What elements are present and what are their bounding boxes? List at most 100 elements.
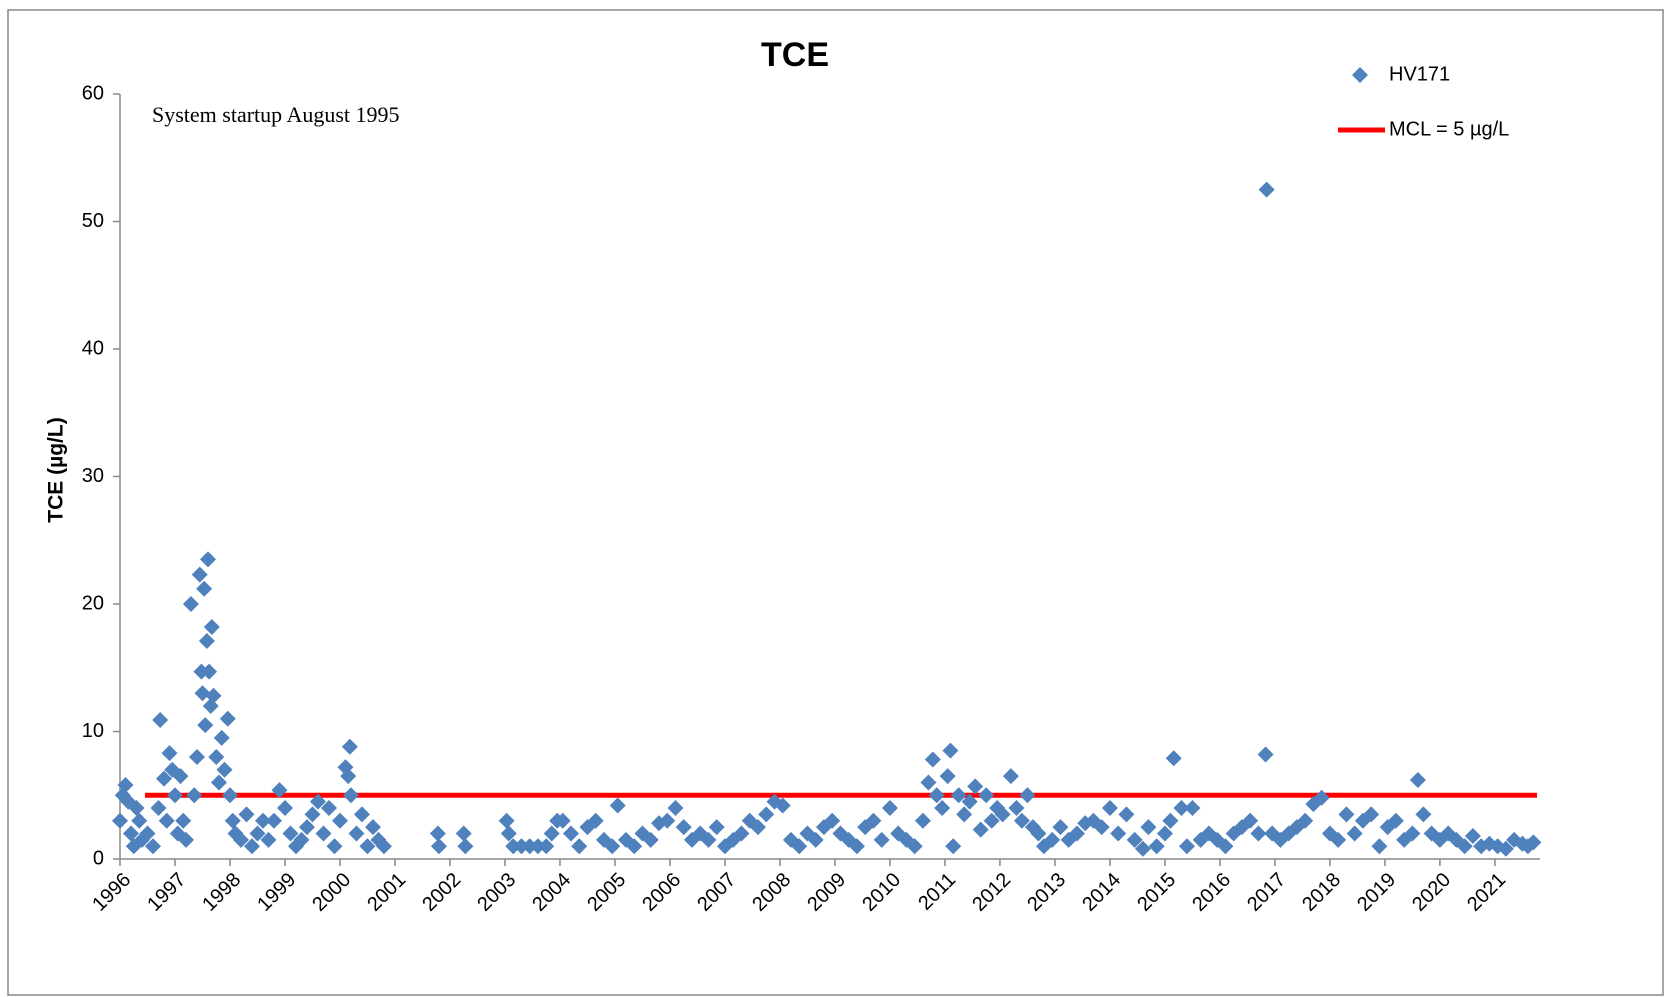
point	[348, 825, 365, 842]
point	[194, 685, 211, 702]
point	[128, 800, 145, 816]
point	[1148, 838, 1165, 855]
point	[139, 825, 156, 842]
chart-title: TCE	[761, 36, 829, 74]
point	[1118, 806, 1135, 823]
legend-label: HV171	[1389, 63, 1450, 85]
point	[249, 825, 266, 842]
point	[587, 812, 604, 829]
point	[881, 800, 898, 816]
legend-marker	[1352, 67, 1368, 83]
y-tick-label: 60	[82, 82, 104, 104]
point	[1068, 825, 1085, 842]
point	[956, 806, 973, 823]
point	[906, 838, 923, 855]
point	[1464, 828, 1481, 845]
y-tick-label: 0	[93, 847, 104, 869]
point	[166, 787, 183, 804]
point	[945, 838, 962, 855]
point	[733, 825, 750, 842]
point	[213, 729, 230, 746]
y-axis-label: TCE (µg/L)	[45, 417, 68, 522]
point	[983, 812, 1000, 829]
point	[848, 838, 865, 855]
point	[774, 797, 791, 814]
point	[642, 831, 659, 848]
point	[1126, 831, 1143, 848]
point	[1093, 819, 1110, 836]
point	[309, 793, 326, 810]
point	[1140, 819, 1157, 836]
point	[865, 812, 882, 829]
point	[978, 787, 995, 804]
point	[609, 797, 626, 814]
point	[939, 768, 956, 785]
point	[150, 800, 167, 816]
point	[604, 838, 621, 855]
point	[188, 749, 205, 765]
point	[928, 787, 945, 804]
point	[1173, 800, 1190, 816]
point	[1257, 746, 1274, 763]
point	[924, 751, 941, 768]
point	[1101, 800, 1118, 816]
point	[1371, 838, 1388, 855]
point	[455, 825, 472, 842]
point	[1258, 181, 1275, 198]
point	[219, 710, 236, 727]
y-tick-label: 10	[82, 720, 104, 742]
point	[1013, 812, 1030, 829]
point	[1019, 787, 1036, 804]
point	[320, 800, 337, 816]
point	[457, 838, 474, 855]
point	[1415, 806, 1432, 823]
point	[254, 812, 271, 829]
point	[1162, 812, 1179, 829]
point	[276, 800, 293, 816]
point	[1250, 825, 1267, 842]
point	[1338, 806, 1355, 823]
point	[375, 838, 392, 855]
point	[824, 812, 841, 829]
point	[1363, 806, 1380, 823]
point	[659, 812, 676, 829]
point	[216, 761, 233, 778]
point	[326, 838, 343, 855]
point	[271, 782, 288, 799]
point	[304, 806, 321, 823]
point	[340, 768, 357, 785]
point	[186, 787, 203, 804]
point	[700, 831, 717, 848]
point	[1525, 834, 1542, 851]
point	[972, 821, 989, 838]
point	[260, 831, 277, 848]
point	[293, 831, 310, 848]
point	[543, 825, 560, 842]
point	[210, 774, 227, 791]
point	[353, 806, 370, 823]
point	[950, 787, 967, 804]
point	[1387, 812, 1404, 829]
point	[243, 838, 260, 855]
point	[1456, 838, 1473, 855]
point	[1134, 840, 1151, 857]
point	[1217, 838, 1234, 855]
point	[331, 812, 348, 829]
point	[1165, 750, 1182, 767]
point	[1110, 825, 1127, 842]
point	[161, 745, 178, 762]
point	[791, 838, 808, 855]
point	[430, 838, 447, 855]
point	[667, 800, 684, 816]
point	[341, 738, 358, 755]
point	[359, 838, 376, 855]
point	[994, 806, 1011, 823]
point	[1497, 840, 1514, 857]
point	[1002, 768, 1019, 785]
point	[961, 793, 978, 810]
point	[197, 717, 214, 734]
point	[224, 812, 241, 829]
point	[1030, 825, 1047, 842]
point	[1404, 825, 1421, 842]
